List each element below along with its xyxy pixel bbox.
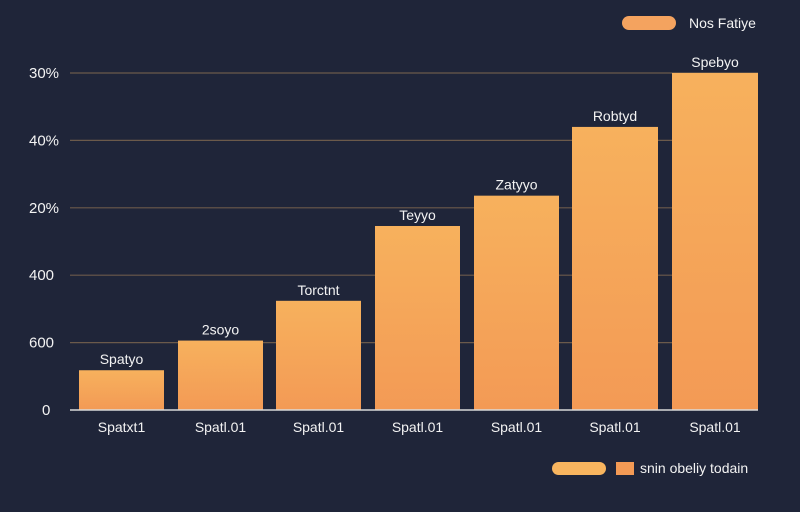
y-tick-label: 400	[29, 267, 54, 284]
category-label: Spatxt1	[98, 419, 146, 435]
footer-legend-label: snin obeliy todain	[640, 460, 748, 476]
y-tick-label: 40%	[29, 132, 59, 149]
footer-legend-swatch	[616, 462, 634, 475]
legend-footer: snin obeliy todain	[552, 460, 748, 476]
bar-label: Robtyd	[593, 108, 637, 124]
category-label: Spatl.01	[491, 419, 543, 435]
bar	[178, 340, 263, 410]
y-tick-label: 30%	[29, 65, 59, 82]
bar-label: Spatyo	[100, 351, 144, 367]
y-tick-label: 20%	[29, 200, 59, 217]
bar	[572, 126, 658, 411]
y-ticks-layer: 0 600 400 20% 40% 30%	[29, 65, 59, 419]
category-label: Spatl.01	[589, 419, 641, 435]
bar-label: 2soyo	[202, 322, 240, 338]
bar-label: Zatyyo	[495, 177, 537, 193]
x-ticks-layer: Spatxt1 Spatl.01 Spatl.01 Spatl.01 Spatl.01 S…	[98, 419, 741, 435]
bars-layer	[79, 73, 758, 411]
category-label: Spatl.01	[689, 419, 741, 435]
category-label: Spatl.01	[392, 419, 444, 435]
y-tick-label: 600	[29, 335, 54, 352]
y-tick-label: 0	[42, 402, 50, 419]
legend-label: Nos Fatiye	[689, 15, 756, 31]
bar	[672, 73, 758, 410]
bar-label: Torctnt	[297, 282, 339, 298]
bar-label: Spebyo	[691, 54, 739, 70]
category-label: Spatl.01	[293, 419, 345, 435]
bar-labels-layer: Spatyo 2soyo Torctnt Teyyo Zatyyo Robtyd Speby…	[100, 54, 739, 367]
footer-legend-pill	[552, 462, 606, 475]
bar	[375, 225, 460, 410]
legend-top: Nos Fatiye	[622, 15, 756, 31]
bar	[276, 300, 361, 410]
bar	[79, 370, 164, 410]
legend-swatch	[622, 16, 676, 30]
category-label: Spatl.01	[195, 419, 247, 435]
bar	[474, 195, 559, 410]
bar-label: Teyyo	[399, 207, 436, 223]
